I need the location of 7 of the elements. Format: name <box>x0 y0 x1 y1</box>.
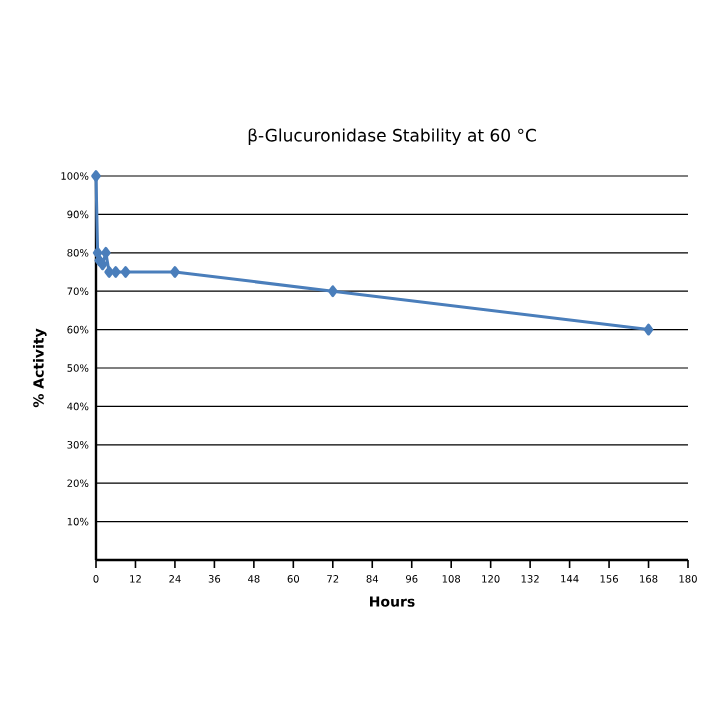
point <box>170 266 180 278</box>
point <box>643 323 654 336</box>
point <box>104 266 114 278</box>
point <box>91 170 101 182</box>
point <box>120 266 131 278</box>
point <box>328 285 338 298</box>
chart-title: β-Glucuronidase Stability at 60 °C <box>248 128 536 145</box>
